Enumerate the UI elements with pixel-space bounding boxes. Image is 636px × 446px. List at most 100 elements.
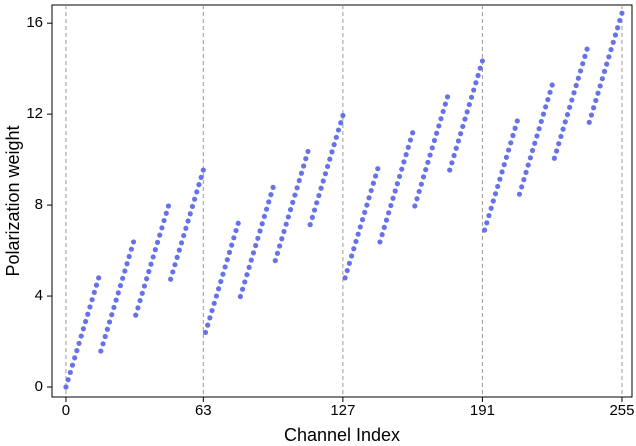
data-point	[475, 72, 481, 79]
data-point	[316, 192, 322, 199]
data-point	[612, 32, 619, 38]
data-point	[76, 340, 82, 346]
data-point	[150, 254, 156, 260]
data-point	[377, 239, 383, 245]
data-point	[172, 262, 178, 268]
data-point	[545, 96, 551, 103]
data-point	[67, 369, 73, 376]
data-point	[65, 377, 71, 383]
data-point	[416, 188, 422, 195]
data-point	[399, 166, 405, 172]
y-tick-label: 0	[35, 378, 43, 395]
data-point	[436, 123, 442, 129]
data-point	[519, 184, 525, 190]
data-point	[569, 97, 575, 103]
data-point	[307, 222, 313, 228]
data-point	[510, 132, 516, 139]
data-point	[211, 300, 217, 306]
data-point	[562, 119, 568, 125]
y-tick-label: 16	[26, 14, 43, 31]
data-point	[584, 46, 590, 52]
data-point	[85, 311, 91, 317]
data-point	[91, 289, 97, 296]
data-point	[272, 257, 278, 264]
data-point	[181, 232, 187, 239]
data-point	[163, 210, 169, 216]
data-point	[599, 76, 605, 82]
data-point	[335, 127, 342, 133]
data-point	[412, 203, 418, 209]
data-point	[388, 202, 394, 209]
data-point	[351, 246, 357, 252]
x-tick-label: 191	[470, 402, 495, 419]
data-point	[386, 210, 392, 216]
data-point	[460, 123, 466, 130]
data-point	[495, 183, 501, 190]
data-point	[529, 147, 536, 154]
data-point	[139, 290, 145, 296]
data-point	[405, 144, 411, 150]
data-point	[303, 156, 309, 162]
data-point	[512, 125, 518, 131]
data-point	[305, 148, 311, 155]
data-point	[538, 118, 544, 125]
data-point	[468, 94, 475, 100]
data-point	[244, 272, 250, 278]
data-point	[444, 94, 451, 100]
data-point	[615, 25, 621, 31]
data-point	[490, 198, 496, 204]
data-point	[277, 243, 283, 249]
data-point	[414, 196, 420, 202]
data-point	[601, 68, 608, 74]
x-axis-title: Channel Index	[284, 425, 400, 445]
data-point	[521, 177, 527, 183]
data-point	[588, 112, 595, 118]
data-point	[74, 348, 80, 354]
data-point	[577, 68, 584, 74]
data-point	[390, 195, 396, 201]
plot-frame	[51, 4, 633, 398]
data-point	[222, 264, 228, 270]
data-point	[161, 217, 167, 224]
data-point	[331, 142, 337, 148]
data-point	[497, 176, 503, 182]
data-point	[575, 75, 581, 81]
data-point	[87, 304, 93, 310]
data-point	[447, 167, 453, 173]
data-point	[233, 227, 239, 234]
data-point	[434, 130, 440, 136]
data-point	[355, 231, 361, 237]
data-point	[130, 239, 137, 245]
data-point	[425, 159, 431, 165]
data-point	[168, 276, 174, 282]
data-point	[582, 53, 588, 59]
data-point	[392, 188, 398, 194]
data-point	[508, 140, 514, 146]
data-point	[381, 224, 387, 230]
data-point	[207, 315, 213, 321]
data-point	[580, 61, 586, 67]
data-point	[246, 264, 252, 270]
x-tick-label: 0	[62, 402, 70, 419]
data-point	[215, 286, 222, 292]
data-point	[551, 155, 557, 161]
data-point	[209, 307, 215, 314]
data-point	[344, 267, 350, 274]
data-point	[558, 133, 564, 140]
data-point	[473, 80, 479, 86]
data-point	[301, 163, 307, 169]
y-tick-label: 8	[35, 196, 43, 213]
x-tick-label: 127	[330, 402, 355, 419]
data-point	[586, 119, 592, 125]
data-point	[294, 185, 300, 191]
data-point	[237, 293, 243, 300]
data-point	[290, 199, 296, 205]
data-point	[96, 275, 102, 281]
data-point	[610, 39, 616, 45]
data-point	[346, 260, 353, 266]
data-point	[401, 159, 407, 165]
data-point	[359, 217, 366, 223]
data-point	[104, 326, 110, 332]
data-point	[213, 293, 220, 299]
data-point	[492, 191, 499, 197]
